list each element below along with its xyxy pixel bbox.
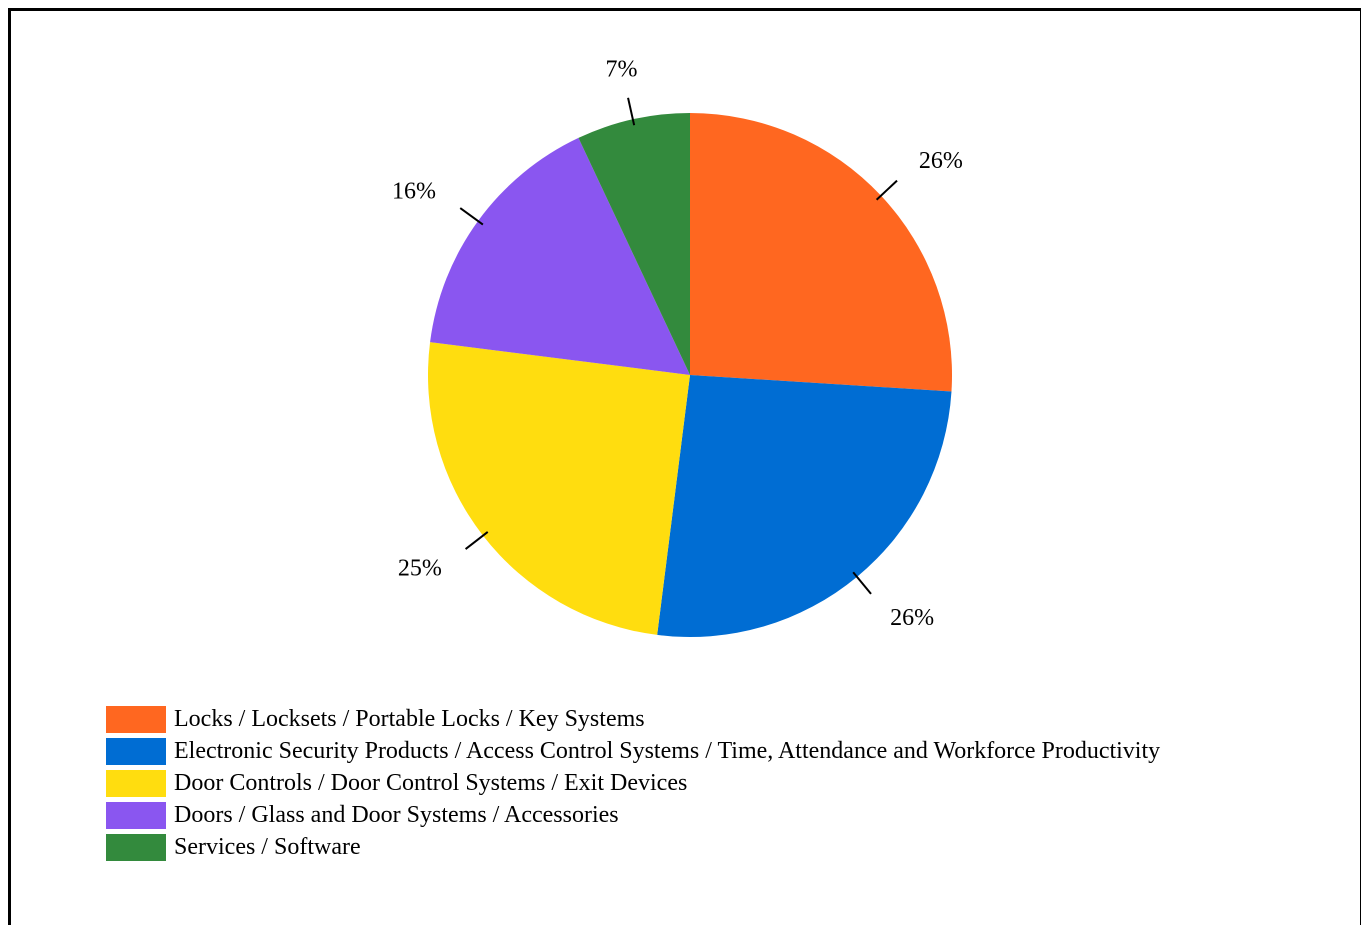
pie-label-3: 25% [398,555,442,581]
legend-item-3: Door Controls / Door Control Systems / E… [106,767,1160,799]
pie-slices [428,113,952,638]
legend-item-2: Electronic Security Products / Access Co… [106,735,1160,767]
legend: Locks / Locksets / Portable Locks / Key … [106,703,1160,863]
legend-label: Doors / Glass and Door Systems / Accesso… [174,801,619,828]
pie-slice-5 [578,113,690,375]
legend-swatch [106,801,166,829]
pie-label-1: 26% [919,148,963,174]
pie-label-4: 16% [392,178,436,204]
pie-label-2: 26% [890,605,934,631]
legend-label: Electronic Security Products / Access Co… [174,737,1161,764]
pie-slice-3 [428,342,690,635]
legend-label: Locks / Locksets / Portable Locks / Key … [174,705,645,732]
pie-label-5: 7% [606,57,638,83]
pie-leader-line-2 [852,571,872,595]
pie-slice-4 [430,137,690,375]
pie-leader-line-1 [875,179,898,201]
legend-item-5: Services / Software [106,831,1160,863]
pie-leader-line-5 [627,97,636,126]
pie-leader-lines [459,97,898,595]
legend-item-1: Locks / Locksets / Portable Locks / Key … [106,703,1160,735]
pie-labels: 26% 26% 25% 16% 7% [392,57,963,631]
legend-swatch [106,737,166,765]
legend-label: Door Controls / Door Control Systems / E… [174,769,688,796]
pie-leader-line-3 [464,531,489,550]
legend-swatch [106,769,166,797]
legend-swatch [106,833,166,861]
legend-swatch [106,705,166,733]
legend-item-4: Doors / Glass and Door Systems / Accesso… [106,799,1160,831]
pie-slice-1 [690,113,952,392]
legend-label: Services / Software [174,833,361,860]
pie-leader-line-4 [459,207,484,226]
pie-chart: 26% 26% 25% 16% 7% [392,57,963,638]
pie-slice-2 [657,375,952,638]
